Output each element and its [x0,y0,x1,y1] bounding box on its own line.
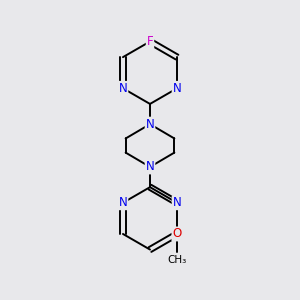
Text: N: N [173,82,182,95]
Text: N: N [118,196,127,209]
Text: N: N [118,82,127,95]
Text: CH₃: CH₃ [167,255,187,265]
Text: N: N [146,160,154,173]
Text: O: O [172,227,182,241]
Text: N: N [146,118,154,130]
Text: N: N [173,196,182,209]
Text: F: F [147,35,153,48]
